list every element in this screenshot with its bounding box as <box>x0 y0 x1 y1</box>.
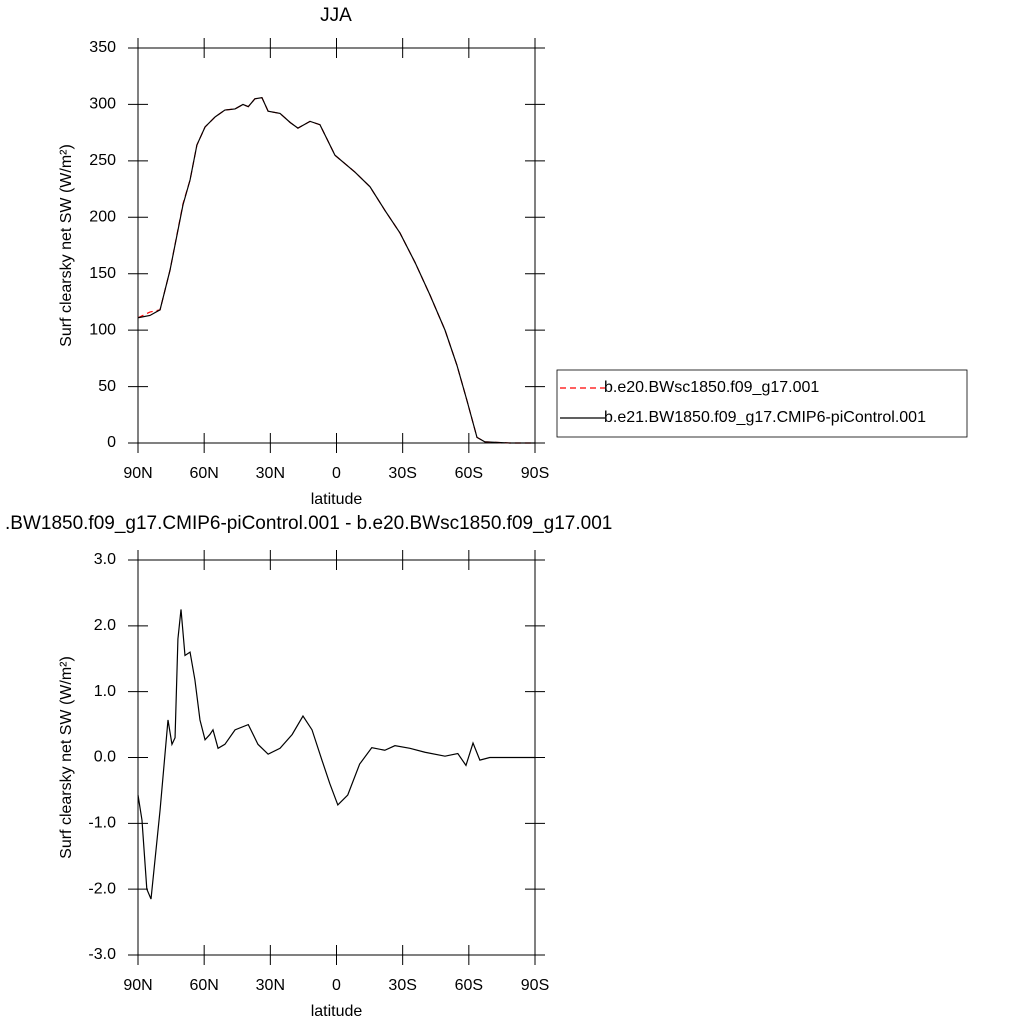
x-axis-label: latitude <box>311 491 363 508</box>
x-tick-label: 60N <box>189 977 218 994</box>
x-tick-label: 90S <box>521 465 549 482</box>
y-tick-label: -1.0 <box>88 815 116 832</box>
x-tick-label: 30N <box>256 465 285 482</box>
legend-box <box>556 369 968 438</box>
legend-label: b.e20.BWsc1850.f09_g17.001 <box>604 379 819 396</box>
y-tick-label: 1.0 <box>94 683 116 700</box>
data-line <box>137 96 535 444</box>
x-tick-label: 30S <box>388 977 416 994</box>
x-tick-label: 90N <box>123 465 152 482</box>
x-tick-label: 90S <box>521 977 549 994</box>
y-tick-label: -3.0 <box>88 946 116 963</box>
x-tick-label: 60S <box>455 977 483 994</box>
y-axis-label: Surf clearsky net SW (W/m²) <box>58 656 75 859</box>
y-tick-label: 250 <box>89 152 116 169</box>
x-tick-label: 60S <box>455 465 483 482</box>
x-tick-label: 0 <box>332 465 341 482</box>
y-tick-label: 3.0 <box>94 551 116 568</box>
chart-title: .BW1850.f09_g17.CMIP6-piControl.001 - b.… <box>5 513 612 534</box>
y-tick-label: 200 <box>89 209 116 226</box>
x-tick-label: 0 <box>332 977 341 994</box>
y-tick-label: -2.0 <box>88 880 116 897</box>
y-tick-label: 0 <box>107 434 116 451</box>
y-tick-label: 2.0 <box>94 617 116 634</box>
x-tick-label: 30N <box>256 977 285 994</box>
chart-title: JJA <box>320 5 352 26</box>
plot-frame <box>137 47 536 444</box>
x-tick-label: 90N <box>123 977 152 994</box>
y-tick-label: 150 <box>89 265 116 282</box>
data-line <box>137 609 535 900</box>
y-tick-label: 350 <box>89 39 116 56</box>
plot-frame <box>137 559 536 956</box>
y-tick-label: 50 <box>98 378 116 395</box>
y-axis-label: Surf clearsky net SW (W/m²) <box>58 144 75 347</box>
y-tick-label: 100 <box>89 321 116 338</box>
legend-label: b.e21.BW1850.f09_g17.CMIP6-piControl.001 <box>604 409 926 426</box>
y-tick-label: 0.0 <box>94 749 116 766</box>
x-axis-label: latitude <box>311 1003 363 1020</box>
x-tick-label: 60N <box>189 465 218 482</box>
data-line <box>137 96 535 444</box>
x-tick-label: 30S <box>388 465 416 482</box>
y-tick-label: 300 <box>89 96 116 113</box>
